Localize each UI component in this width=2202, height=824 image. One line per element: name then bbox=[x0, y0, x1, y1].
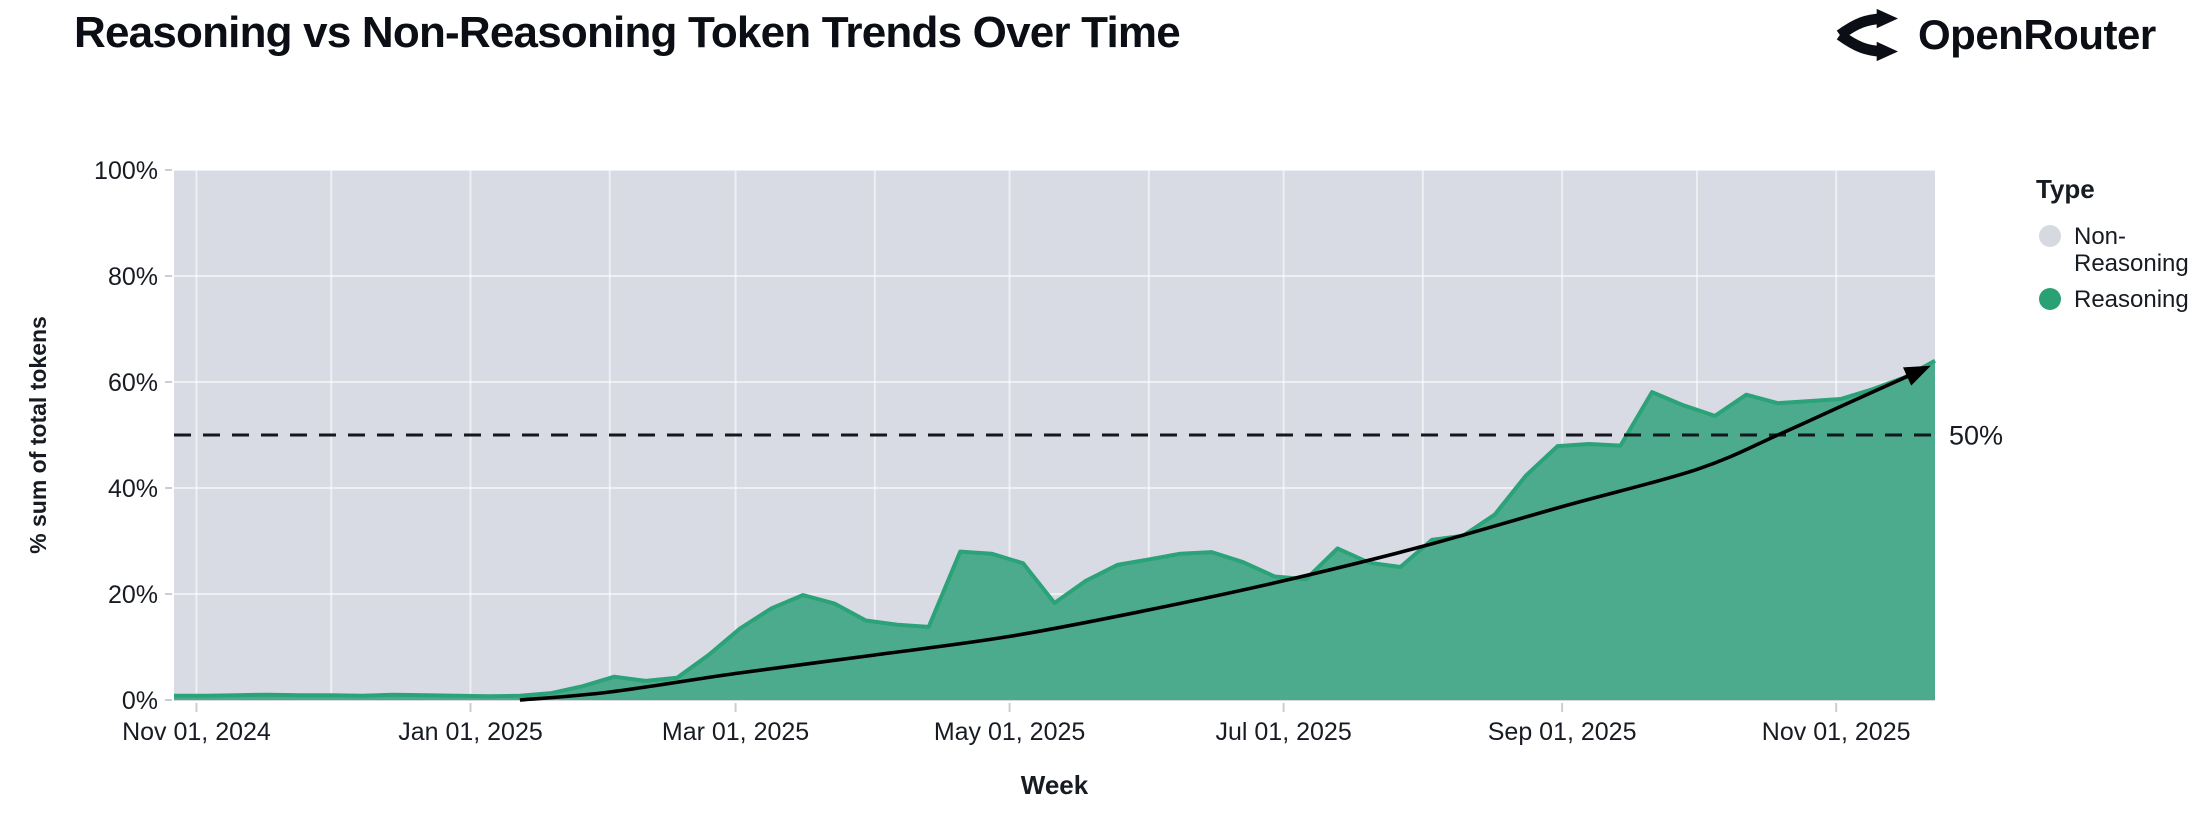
legend-swatch bbox=[2039, 225, 2061, 247]
y-tick-label: 100% bbox=[94, 157, 158, 185]
x-tick-label: Mar 01, 2025 bbox=[662, 718, 809, 746]
x-tick-label: Nov 01, 2024 bbox=[122, 718, 271, 746]
x-tick-label: Jan 01, 2025 bbox=[398, 718, 543, 746]
x-tick-label: May 01, 2025 bbox=[934, 718, 1086, 746]
legend-item-reasoning: Reasoning bbox=[2039, 286, 2189, 313]
brand-name: OpenRouter bbox=[1918, 11, 2156, 58]
x-axis-title: Week bbox=[1021, 770, 1089, 800]
reasoning-line bbox=[174, 359, 1936, 699]
openrouter-brand: OpenRouter bbox=[1836, 8, 2156, 62]
y-tick-label: 80% bbox=[108, 263, 158, 291]
y-tick-label: 0% bbox=[122, 687, 158, 715]
x-tick-label: Sep 01, 2025 bbox=[1488, 718, 1637, 746]
reasoning-area bbox=[174, 360, 1935, 700]
y-tick-label: 20% bbox=[108, 581, 158, 609]
y-axis-ticks: 0% 20% 40% 60% 80% 100% bbox=[94, 157, 172, 715]
openrouter-logo-icon bbox=[1836, 8, 1898, 62]
y-tick-label: 60% bbox=[108, 369, 158, 397]
legend-swatch bbox=[2039, 288, 2061, 310]
y-tick-label: 40% bbox=[108, 475, 158, 503]
x-tick-label: Nov 01, 2025 bbox=[1762, 718, 1911, 746]
page-title: Reasoning vs Non-Reasoning Token Trends … bbox=[74, 8, 1181, 57]
legend-title: Type bbox=[2036, 174, 2095, 204]
legend-item-non-reasoning: Non-Reasoning bbox=[2039, 223, 2189, 277]
legend-label: Non- bbox=[2074, 223, 2126, 250]
x-axis-ticks: Nov 01, 2024 Jan 01, 2025 Mar 01, 2025 May … bbox=[122, 703, 1911, 746]
fifty-percent-label: 50% bbox=[1949, 420, 2003, 450]
y-axis-title: % sum of total tokens bbox=[25, 316, 51, 554]
trend-arrowhead bbox=[1903, 365, 1931, 386]
legend-label: Reasoning bbox=[2074, 286, 2189, 313]
x-tick-label: Jul 01, 2025 bbox=[1216, 718, 1352, 746]
trend-line bbox=[519, 372, 1914, 702]
legend-label: Reasoning bbox=[2074, 250, 2189, 277]
